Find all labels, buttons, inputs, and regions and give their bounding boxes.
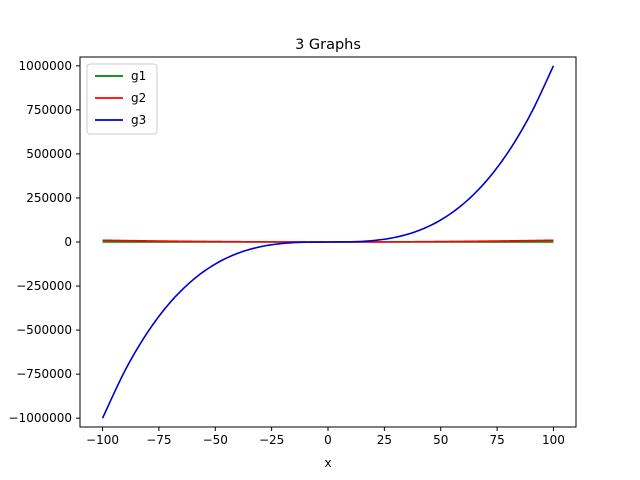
y-tick-label: 0 bbox=[64, 235, 72, 249]
legend: g1 g2 g3 bbox=[86, 63, 158, 135]
y-tick-label: 500000 bbox=[26, 147, 72, 161]
x-tick-label: 100 bbox=[542, 433, 565, 447]
legend-box bbox=[86, 63, 158, 135]
x-tick-label: 50 bbox=[433, 433, 448, 447]
y-tick-label: 250000 bbox=[26, 191, 72, 205]
y-tick-label: 750000 bbox=[26, 103, 72, 117]
x-tick-label: −25 bbox=[259, 433, 284, 447]
y-tick-label: −1000000 bbox=[9, 411, 73, 425]
series-layer bbox=[101, 65, 555, 419]
legend-label-g3: g3 bbox=[131, 113, 146, 127]
x-tick-label: 75 bbox=[489, 433, 504, 447]
legend-label-g2: g2 bbox=[131, 91, 146, 105]
x-tick-label: 0 bbox=[324, 433, 332, 447]
x-tick-label: −100 bbox=[86, 433, 119, 447]
chart-title: 3 Graphs bbox=[295, 37, 361, 53]
y-tick-label: −500000 bbox=[16, 323, 72, 337]
x-tick-label: 25 bbox=[377, 433, 392, 447]
y-tick-label: −750000 bbox=[16, 367, 72, 381]
series-line-g3 bbox=[101, 65, 555, 419]
x-tick-label: −75 bbox=[146, 433, 171, 447]
legend-label-g1: g1 bbox=[131, 69, 146, 83]
y-tick-label: 1000000 bbox=[19, 59, 72, 73]
x-axis-label: x bbox=[324, 456, 331, 470]
x-tick-label: −50 bbox=[203, 433, 228, 447]
x-axis: −100 −75 −50 −25 0 25 50 75 100 bbox=[86, 427, 565, 447]
y-tick-label: −250000 bbox=[16, 279, 72, 293]
y-axis: −1000000 −750000 −500000 −250000 0 250000 5000… bbox=[9, 59, 80, 425]
